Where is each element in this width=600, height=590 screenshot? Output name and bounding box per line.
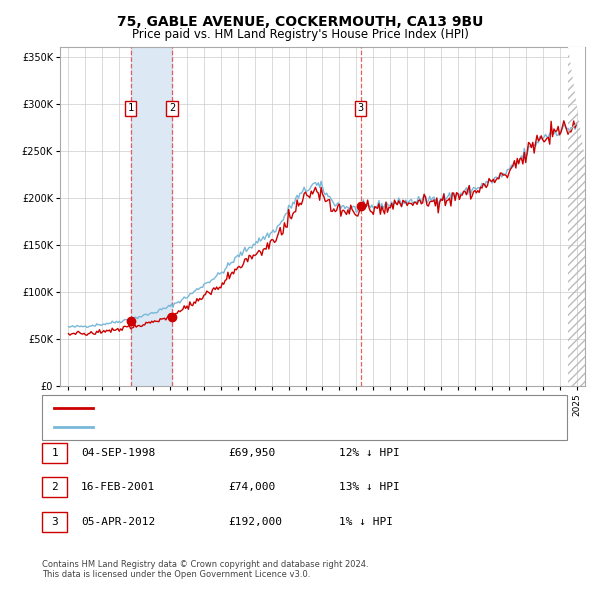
Text: Price paid vs. HM Land Registry's House Price Index (HPI): Price paid vs. HM Land Registry's House …	[131, 28, 469, 41]
Polygon shape	[568, 47, 585, 160]
Text: 04-SEP-1998: 04-SEP-1998	[81, 448, 155, 458]
Text: 2: 2	[51, 483, 58, 492]
Text: HPI: Average price, detached house, Cumberland: HPI: Average price, detached house, Cumb…	[99, 422, 356, 432]
Text: 12% ↓ HPI: 12% ↓ HPI	[339, 448, 400, 458]
Text: £74,000: £74,000	[228, 483, 275, 492]
Text: £192,000: £192,000	[228, 517, 282, 526]
Text: 05-APR-2012: 05-APR-2012	[81, 517, 155, 526]
Text: 16-FEB-2001: 16-FEB-2001	[81, 483, 155, 492]
Text: Contains HM Land Registry data © Crown copyright and database right 2024.
This d: Contains HM Land Registry data © Crown c…	[42, 560, 368, 579]
Text: £69,950: £69,950	[228, 448, 275, 458]
Text: 75, GABLE AVENUE, COCKERMOUTH, CA13 9BU: 75, GABLE AVENUE, COCKERMOUTH, CA13 9BU	[117, 15, 483, 29]
Text: 75, GABLE AVENUE, COCKERMOUTH, CA13 9BU (detached house): 75, GABLE AVENUE, COCKERMOUTH, CA13 9BU …	[99, 403, 441, 412]
Text: 1: 1	[127, 103, 134, 113]
Text: 1: 1	[51, 448, 58, 458]
Bar	[131, 47, 172, 386]
Text: 13% ↓ HPI: 13% ↓ HPI	[339, 483, 400, 492]
Text: 2: 2	[169, 103, 175, 113]
Text: 3: 3	[51, 517, 58, 526]
Text: 1% ↓ HPI: 1% ↓ HPI	[339, 517, 393, 526]
Text: 3: 3	[358, 103, 364, 113]
